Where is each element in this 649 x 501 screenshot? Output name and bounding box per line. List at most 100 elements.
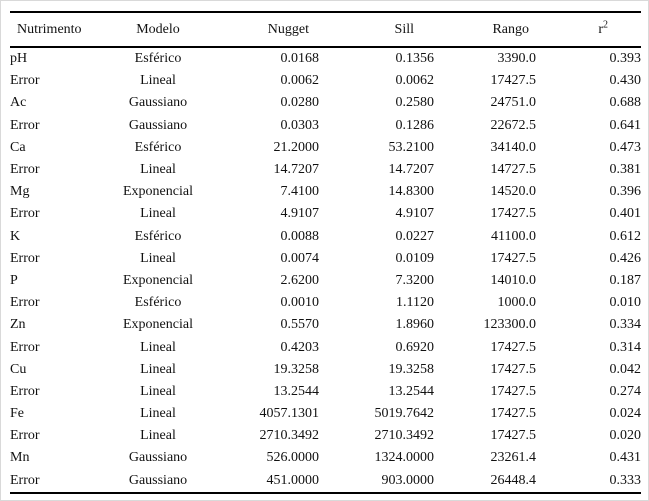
cell-sill: 53.2100 <box>388 139 435 155</box>
cell-modelo: Exponencial <box>123 184 193 200</box>
cell-r-squared: 0.396 <box>609 184 642 200</box>
cell-r-squared: 0.401 <box>609 206 642 222</box>
table-row: Error Lineal 0.0074 0.0109 17427.5 0.426 <box>10 248 641 270</box>
cell-r-squared: 0.042 <box>609 361 642 377</box>
cell-nutrimento: Ca <box>10 139 26 155</box>
cell-r-squared: 0.473 <box>609 139 642 155</box>
cell-nutrimento: K <box>10 228 21 244</box>
cell-modelo: Exponencial <box>123 317 193 333</box>
cell-r-squared: 0.430 <box>609 73 642 89</box>
col-header-nutrimento: Nutrimento <box>17 21 82 37</box>
table-row: Error Lineal 0.0062 0.0062 17427.5 0.430 <box>10 70 641 92</box>
cell-nugget: 7.4100 <box>280 184 320 200</box>
table-row: Ca Esférico 21.2000 53.2100 34140.0 0.47… <box>10 137 641 159</box>
cell-nugget: 0.0303 <box>280 117 320 133</box>
cell-r-squared: 0.381 <box>609 162 642 178</box>
table-row: Error Lineal 2710.3492 2710.3492 17427.5… <box>10 425 641 447</box>
cell-modelo: Gaussiano <box>128 95 188 111</box>
cell-nugget: 0.0062 <box>280 73 320 89</box>
cell-nugget: 0.4203 <box>280 339 320 355</box>
cell-rango: 123300.0 <box>483 317 537 333</box>
table-row: Cu Lineal 19.3258 19.3258 17427.5 0.042 <box>10 359 641 381</box>
cell-nugget: 13.2544 <box>273 383 320 399</box>
cell-sill: 19.3258 <box>388 361 435 377</box>
cell-nutrimento: pH <box>10 51 28 67</box>
cell-sill: 14.8300 <box>388 184 435 200</box>
cell-sill: 0.6920 <box>395 339 435 355</box>
cell-sill: 7.3200 <box>395 272 435 288</box>
cell-nutrimento: Zn <box>10 317 26 333</box>
cell-rango: 17427.5 <box>490 406 537 422</box>
r-squared-base: r <box>598 21 603 37</box>
table-row: Zn Exponencial 0.5570 1.8960 123300.0 0.… <box>10 314 641 336</box>
cell-modelo: Esférico <box>134 228 182 244</box>
cell-modelo: Esférico <box>134 51 182 67</box>
cell-modelo: Gaussiano <box>128 117 188 133</box>
cell-r-squared: 0.334 <box>609 317 642 333</box>
cell-sill: 1.1120 <box>396 295 434 311</box>
cell-rango: 24751.0 <box>490 95 537 111</box>
col-header-modelo: Modelo <box>136 21 180 37</box>
cell-rango: 17427.5 <box>490 250 537 266</box>
cell-rango: 17427.5 <box>490 206 537 222</box>
cell-r-squared: 0.024 <box>609 406 642 422</box>
col-header-sill: Sill <box>394 21 414 37</box>
cell-nugget: 2.6200 <box>280 272 320 288</box>
cell-nutrimento: Fe <box>10 406 24 422</box>
cell-rango: 17427.5 <box>490 73 537 89</box>
cell-rango: 3390.0 <box>497 51 537 67</box>
cell-modelo: Esférico <box>134 295 182 311</box>
cell-modelo: Lineal <box>140 361 176 377</box>
table-row: Error Lineal 0.4203 0.6920 17427.5 0.314 <box>10 336 641 358</box>
cell-nugget: 4057.1301 <box>259 406 320 422</box>
cell-modelo: Gaussiano <box>128 450 188 466</box>
cell-nugget: 0.0010 <box>280 295 320 311</box>
cell-sill: 1324.0000 <box>374 450 435 466</box>
cell-nutrimento: Ac <box>10 95 27 111</box>
table-body: pH Esférico 0.0168 0.1356 3390.0 0.393 E… <box>10 47 641 493</box>
cell-rango: 22672.5 <box>490 117 537 133</box>
table-row: Error Esférico 0.0010 1.1120 1000.0 0.01… <box>10 292 641 314</box>
cell-sill: 0.1356 <box>395 51 435 67</box>
cell-r-squared: 0.426 <box>609 250 642 266</box>
cell-r-squared: 0.274 <box>609 383 642 399</box>
cell-nugget: 0.0280 <box>280 95 320 111</box>
cell-rango: 26448.4 <box>490 472 537 488</box>
table-row: P Exponencial 2.6200 7.3200 14010.0 0.18… <box>10 270 641 292</box>
cell-sill: 0.0109 <box>395 250 435 266</box>
table-header-row: Nutrimento Modelo Nugget Sill Rango r2 <box>10 12 641 47</box>
cell-r-squared: 0.688 <box>609 95 642 111</box>
cell-nugget: 0.0168 <box>280 51 320 67</box>
cell-r-squared: 0.314 <box>609 339 642 355</box>
cell-r-squared: 0.393 <box>609 51 642 67</box>
cell-modelo: Exponencial <box>123 272 193 288</box>
cell-nutrimento: Error <box>10 428 40 444</box>
cell-modelo: Lineal <box>140 428 176 444</box>
cell-r-squared: 0.010 <box>609 295 642 311</box>
cell-rango: 41100.0 <box>491 228 536 244</box>
cell-r-squared: 0.333 <box>609 472 642 488</box>
cell-nutrimento: Error <box>10 250 40 266</box>
cell-sill: 1.8960 <box>395 317 435 333</box>
cell-nutrimento: Mg <box>10 184 30 200</box>
cell-nutrimento: Error <box>10 339 40 355</box>
cell-rango: 17427.5 <box>490 339 537 355</box>
cell-nugget: 451.0000 <box>266 472 320 488</box>
cell-rango: 34140.0 <box>490 139 537 155</box>
cell-sill: 0.0227 <box>395 228 435 244</box>
cell-r-squared: 0.641 <box>609 117 642 133</box>
cell-sill: 0.1286 <box>395 117 435 133</box>
table-container: Nutrimento Modelo Nugget Sill Rango r2 p… <box>10 11 641 494</box>
cell-sill: 14.7207 <box>388 162 435 178</box>
cell-rango: 14520.0 <box>490 184 537 200</box>
cell-nugget: 0.0074 <box>280 250 320 266</box>
cell-nugget: 14.7207 <box>273 162 320 178</box>
table-row: Error Lineal 4.9107 4.9107 17427.5 0.401 <box>10 203 641 225</box>
table-row: K Esférico 0.0088 0.0227 41100.0 0.612 <box>10 226 641 248</box>
cell-nutrimento: P <box>10 272 18 288</box>
cell-r-squared: 0.612 <box>609 228 642 244</box>
cell-modelo: Lineal <box>140 383 176 399</box>
table-row: Error Gaussiano 0.0303 0.1286 22672.5 0.… <box>10 115 641 137</box>
cell-nutrimento: Error <box>10 295 40 311</box>
